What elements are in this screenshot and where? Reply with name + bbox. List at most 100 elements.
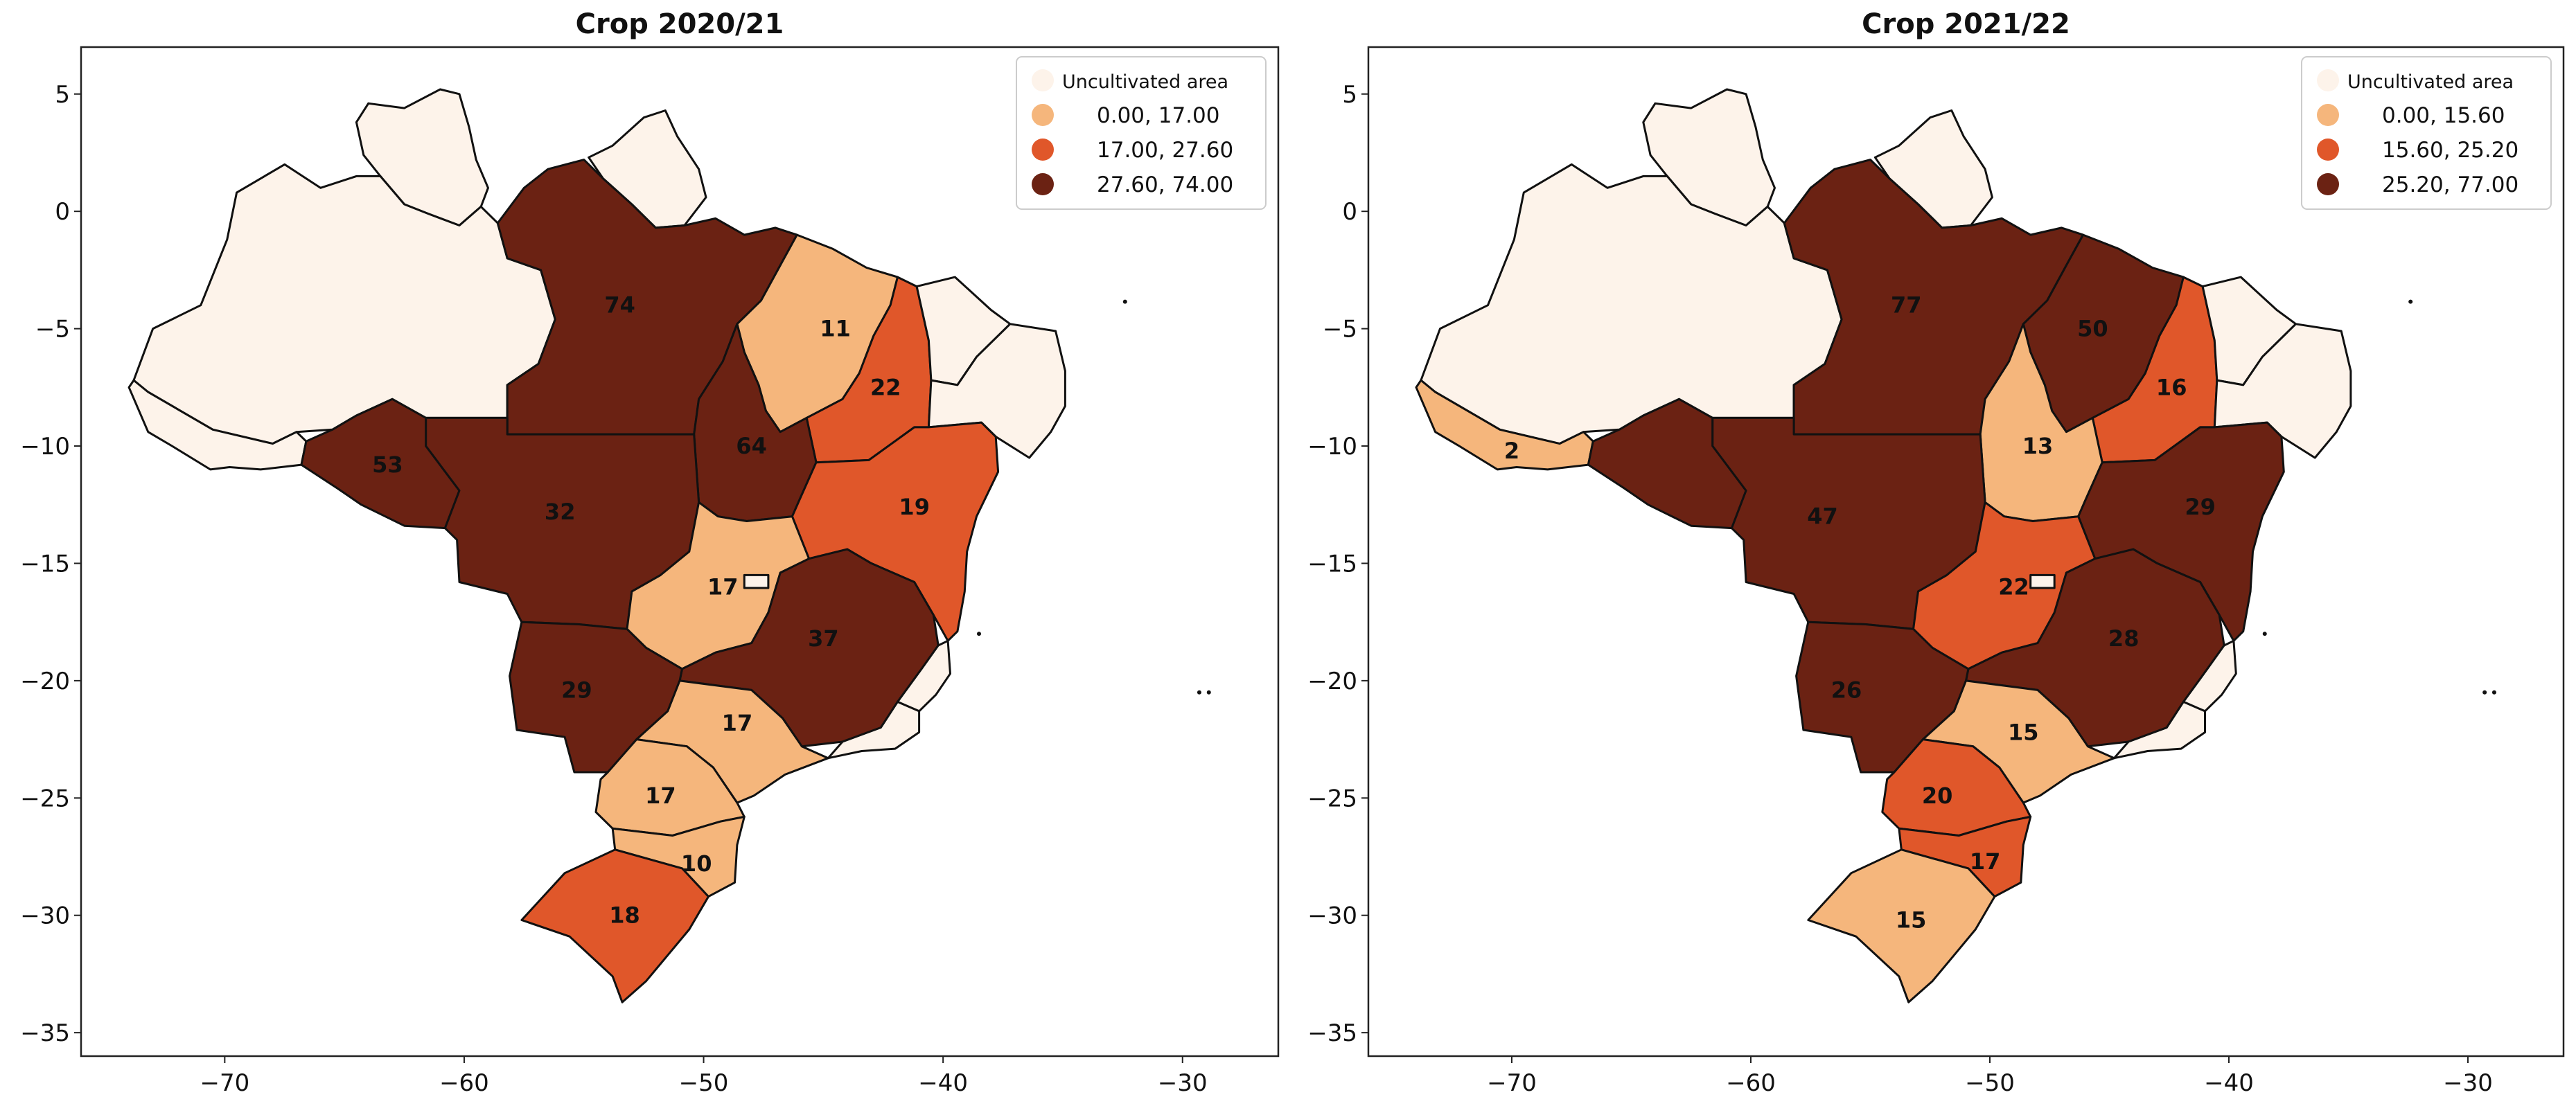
x-tick-label: −70: [200, 1069, 249, 1097]
legend-swatch-3: [1032, 173, 1054, 195]
value-label-sao-paulo: 17: [722, 710, 753, 736]
panel-1: Crop 2020/21 74 11 22 64 53 32 19 17 37 29 17 17 10 18…: [20, 8, 1280, 1097]
state-espirito-santo[interactable]: [2182, 639, 2237, 713]
state-rio-de-janeiro[interactable]: [2112, 700, 2206, 760]
value-label-mato-grosso-do-sul: 29: [561, 677, 592, 703]
x-tick-label: −30: [1158, 1069, 1208, 1097]
value-label-goias: 22: [1998, 573, 2029, 600]
value-label-rio-grande-do-sul: 15: [1896, 907, 1927, 933]
island-dot: [1206, 690, 1211, 695]
value-label-mato-grosso-do-sul: 26: [1831, 677, 1862, 703]
island-dot: [1122, 299, 1127, 304]
y-tick-label: −5: [1323, 316, 1357, 344]
x-tick-label: −60: [1726, 1069, 1776, 1097]
y-tick-label: 5: [1342, 81, 1357, 109]
legend-label-3: 27.60, 74.00: [1097, 172, 1233, 197]
value-label-parana: 17: [645, 783, 676, 809]
y-tick-label: 0: [1342, 198, 1357, 226]
legend-label-2: 15.60, 25.20: [2382, 138, 2518, 163]
value-label-rio-grande-do-sul: 18: [609, 902, 640, 929]
y-tick-label: −15: [1307, 550, 1357, 578]
value-label-maranhao: 11: [820, 316, 851, 342]
legend-label-1: 0.00, 17.00: [1097, 103, 1219, 128]
x-tick-label: −60: [439, 1069, 489, 1097]
y-tick-label: −35: [20, 1019, 70, 1047]
y-tick-label: −10: [20, 433, 70, 461]
x-tick-label: −30: [2443, 1069, 2493, 1097]
island-dot: [1197, 690, 1201, 695]
states-layer: [1415, 88, 2352, 1004]
y-tick-label: −25: [20, 785, 70, 812]
value-label-piaui: 16: [2156, 374, 2187, 400]
y-tick-label: −10: [1307, 433, 1357, 461]
legend-label-1: 0.00, 15.60: [2382, 103, 2505, 128]
state-distrito-federal[interactable]: [2029, 573, 2056, 589]
island-dot: [2408, 299, 2413, 304]
state-rio-de-janeiro[interactable]: [827, 700, 921, 760]
legend-swatch-1: [2317, 104, 2339, 126]
value-label-tocantins: 13: [2022, 433, 2054, 459]
value-label-minas-gerais: 37: [808, 625, 839, 652]
value-label-bahia: 19: [899, 494, 930, 520]
legend-swatch-1: [1032, 104, 1054, 126]
legend-swatch-3: [2317, 173, 2339, 195]
value-labels: 74 11 22 64 53 32 19 17 37 29 17 17 10 18: [372, 292, 930, 929]
legend-swatch-2: [1032, 139, 1054, 161]
state-distrito-federal[interactable]: [743, 573, 770, 589]
map-title: Crop 2020/21: [576, 8, 784, 40]
y-tick-label: −20: [1307, 668, 1357, 695]
x-tick-label: −50: [679, 1069, 729, 1097]
island-dot: [2482, 690, 2487, 695]
y-tick-label: −30: [20, 902, 70, 930]
island-dot: [2262, 632, 2267, 636]
y-tick-label: −25: [1307, 785, 1357, 812]
legend-box: [1016, 56, 1267, 210]
x-tick-label: −40: [2204, 1069, 2254, 1097]
value-label-maranhao: 50: [2077, 316, 2108, 342]
y-tick-label: −20: [20, 668, 70, 695]
y-tick-label: −35: [1307, 1019, 1357, 1047]
state-espirito-santo[interactable]: [897, 639, 951, 713]
x-tick-label: −40: [918, 1069, 968, 1097]
y-tick-label: 5: [55, 81, 70, 109]
legend-label-0: Uncultivated area: [2347, 71, 2514, 93]
legend-box: [2301, 56, 2552, 210]
value-label-para: 74: [604, 292, 635, 319]
y-tick-label: 0: [55, 198, 70, 226]
value-label-piaui: 22: [870, 374, 901, 400]
legend-label-3: 25.20, 77.00: [2382, 172, 2518, 197]
legend-swatch-0: [1032, 69, 1054, 91]
legend: Uncultivated area 0.00, 15.60 15.60, 25.20…: [2301, 56, 2552, 210]
y-tick-label: −5: [35, 316, 70, 344]
value-label-acre: 2: [1504, 438, 1519, 464]
legend-label-2: 17.00, 27.60: [1097, 138, 1233, 163]
value-label-mato-grosso: 32: [545, 499, 576, 525]
value-label-santa-catarina: 17: [1970, 848, 2001, 875]
y-tick-label: −15: [20, 550, 70, 578]
x-tick-label: −70: [1487, 1069, 1537, 1097]
value-label-mato-grosso: 47: [1807, 503, 1838, 530]
value-label-para: 77: [1891, 292, 1922, 319]
value-label-sao-paulo: 15: [2008, 719, 2039, 745]
value-label-goias: 17: [707, 573, 739, 600]
value-label-santa-catarina: 10: [681, 850, 712, 877]
legend-label-0: Uncultivated area: [1062, 71, 1228, 93]
value-label-rondonia: 53: [372, 452, 403, 478]
legend-swatch-0: [2317, 69, 2339, 91]
state-acre[interactable]: [1415, 379, 1594, 471]
island-dot: [2491, 690, 2496, 695]
state-rio-grande-do-sul[interactable]: [520, 848, 709, 1004]
state-acre[interactable]: [127, 379, 308, 471]
value-label-bahia: 29: [2185, 494, 2216, 520]
y-tick-label: −30: [1307, 902, 1357, 930]
island-dot: [977, 632, 981, 636]
legend-swatch-2: [2317, 139, 2339, 161]
value-label-parana: 20: [1922, 783, 1953, 809]
legend: Uncultivated area 0.00, 17.00 17.00, 27.60…: [1016, 56, 1267, 210]
map-title: Crop 2021/22: [1862, 8, 2070, 40]
value-label-tocantins: 64: [736, 433, 767, 459]
state-rio-grande-do-sul[interactable]: [1807, 848, 1996, 1004]
value-labels: 2 77 50 16 13 47 29 22 28 26 15 20 17 15: [1504, 292, 2216, 934]
